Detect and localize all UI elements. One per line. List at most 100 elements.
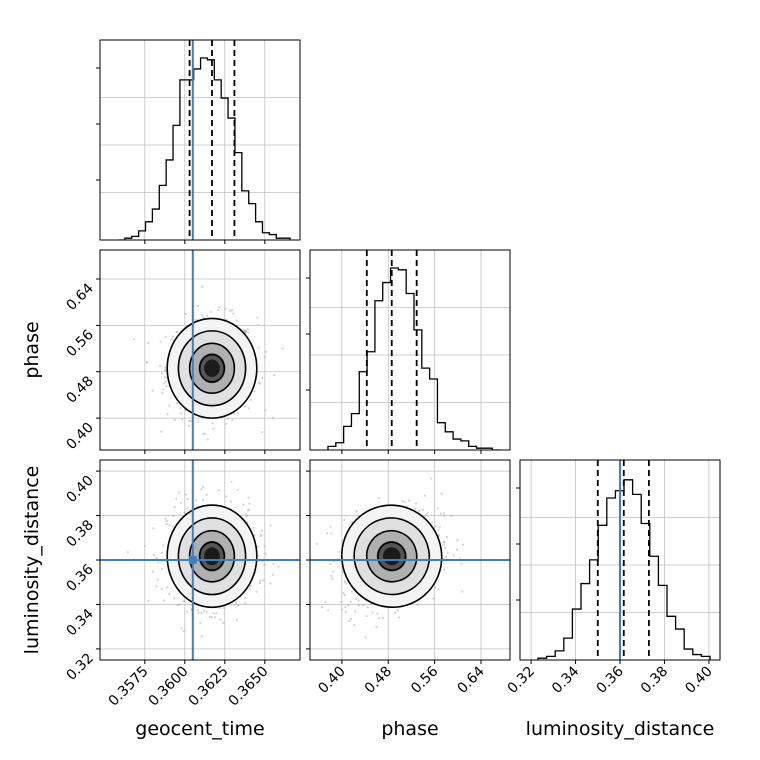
sample-point [456,539,459,542]
sample-point [176,330,179,333]
sample-point [455,548,459,551]
sample-point [440,492,443,495]
sample-point [258,381,261,384]
sample-point [200,488,203,491]
sample-point [263,545,267,548]
sample-point [186,507,189,510]
sample-point [230,309,234,312]
panel-geocent_time-geocent_time [96,39,301,244]
sample-point [173,506,176,509]
sample-point [171,335,174,338]
sample-point [450,514,453,518]
contour-line [340,504,443,609]
sample-point [375,625,378,629]
sample-point [252,526,255,530]
sample-point [355,597,358,600]
sample-point [330,574,333,578]
sample-point [210,616,213,619]
sample-point [200,314,204,317]
sample-point [175,497,178,500]
sample-point [256,545,259,548]
sample-point [344,606,347,609]
contour-line [166,317,258,419]
sample-point [271,416,275,419]
sample-point [164,335,167,339]
sample-point [196,608,199,612]
sample-point [444,546,447,550]
sample-point [171,525,174,528]
sample-point [179,406,182,410]
sample-point [231,418,234,422]
sample-point [343,580,346,583]
sample-point [162,382,165,385]
sample-point [398,616,401,619]
sample-point [443,541,446,544]
contour-line [353,517,431,596]
sample-point [215,612,218,615]
panel-inner [100,250,300,450]
sample-point [403,500,406,504]
sample-point [244,329,247,333]
sample-point [401,500,404,503]
contour-line [198,353,226,383]
y-tick-label: 0.40 [63,473,96,506]
sample-point [272,563,275,566]
sample-point [352,623,356,627]
sample-point [224,307,227,310]
panel-frame [309,249,511,451]
sample-point [418,509,421,512]
sample-point [166,586,169,589]
sample-point [159,364,162,368]
panel-phase-phase [306,249,511,454]
contour-line [188,342,236,394]
sample-point [262,579,265,582]
sample-point [164,366,167,369]
sample-point [452,554,455,557]
x-tick-label: 0.3600 [146,664,192,710]
sample-point [162,388,165,391]
sample-point [258,581,262,584]
sample-point [163,369,167,372]
sample-point [415,502,418,505]
sample-point [461,590,464,593]
sample-point [180,412,183,415]
sample-point [212,612,215,615]
sample-point [347,604,350,607]
sample-point [160,551,163,554]
sample-point [214,616,217,619]
sample-point [269,524,272,527]
sample-point [442,543,445,547]
sample-point [247,496,250,499]
sample-point [414,507,417,511]
sample-point [181,418,184,421]
sample-point [351,590,354,593]
density-level [204,547,220,566]
sample-point [173,418,176,421]
sample-point [253,534,256,537]
sample-point [321,605,324,609]
sample-point [247,331,250,334]
sample-point [369,602,373,606]
sample-point [446,535,449,539]
sample-point [222,622,225,625]
sample-point [195,499,198,502]
sample-point [258,382,261,385]
sample-point [340,608,343,611]
sample-point [178,603,181,606]
sample-point [153,554,156,557]
sample-point [222,607,225,610]
sample-point [253,390,256,393]
panel-inner [310,250,510,450]
sample-point [306,525,308,527]
sample-point [264,409,267,412]
panel-phase-luminosity_distance: 0.40 0.48 0.56 0.64 [306,459,511,697]
sample-point [176,603,179,607]
sample-point [434,525,437,528]
panel-inner [306,460,510,660]
sample-point [164,380,167,383]
panel-frame [99,249,301,451]
sample-point [211,422,214,425]
x-tick-label: 0.3575 [106,664,152,710]
sample-point [349,600,352,603]
sample-point [243,405,247,408]
